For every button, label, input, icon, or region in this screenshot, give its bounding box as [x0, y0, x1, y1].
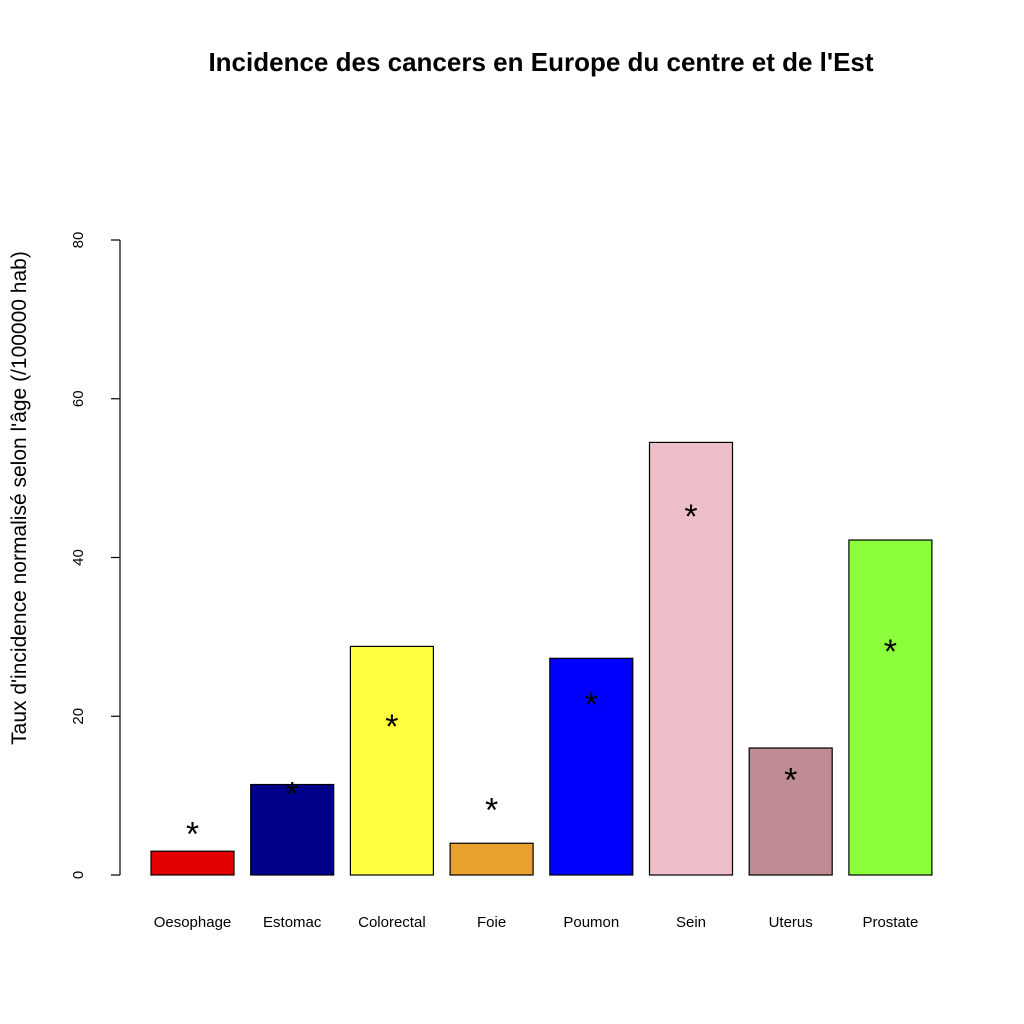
category-labels: Oesophage Estomac Colorectal Foie Poumon Sein… [154, 914, 919, 931]
bar [449, 842, 534, 876]
bar [150, 850, 235, 876]
bar [848, 539, 933, 876]
marker-asterisk: * [286, 776, 299, 814]
category-label: Prostate [862, 914, 918, 931]
marker-asterisk: * [684, 498, 697, 536]
y-axis-label: Taux d'incidence normalisé selon l'âge (… [8, 251, 31, 745]
category-label: Estomac [263, 914, 322, 931]
y-tick-label: 60 [70, 390, 87, 407]
chart-title: Incidence des cancers en Europe du centr… [208, 47, 873, 77]
marker-asterisk: * [485, 792, 498, 830]
bar [648, 441, 734, 876]
category-label: Foie [477, 914, 506, 931]
y-axis: 0 20 40 60 80 [70, 232, 121, 879]
category-label: Sein [676, 914, 706, 931]
marker-asterisk: * [186, 815, 199, 853]
y-tick-label: 20 [70, 708, 87, 725]
category-label: Poumon [563, 914, 619, 931]
y-tick-label: 80 [70, 232, 87, 249]
bar [250, 783, 335, 876]
marker-asterisk: * [784, 761, 797, 799]
y-tick-label: 0 [70, 871, 87, 879]
marker-asterisk: * [585, 686, 598, 724]
marker-asterisk: * [385, 708, 398, 746]
bar [549, 657, 634, 876]
category-label: Oesophage [154, 914, 232, 931]
category-label: Colorectal [358, 914, 426, 931]
category-label: Uterus [769, 914, 813, 931]
bars [150, 441, 933, 876]
y-tick-label: 40 [70, 549, 87, 566]
bar [349, 645, 434, 876]
marker-asterisk: * [884, 633, 897, 671]
markers: * * * * * * * * [186, 498, 897, 854]
bar [748, 747, 833, 876]
